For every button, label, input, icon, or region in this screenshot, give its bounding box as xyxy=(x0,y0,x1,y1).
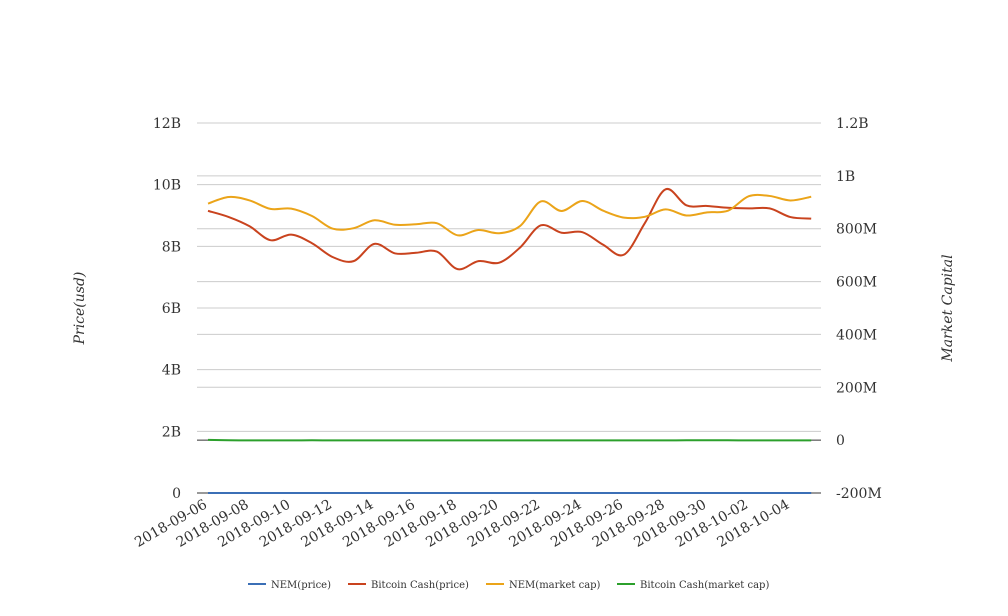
left-axis-title: Price(usd) xyxy=(72,272,88,346)
left-tick-label: 2B xyxy=(162,424,181,440)
left-tick-label: 12B xyxy=(153,116,181,132)
right-tick-label: 1B xyxy=(836,169,855,185)
legend-label-nem-market-cap: NEM(market cap) xyxy=(509,580,601,591)
right-axis-ticks: -200M 0 200M 400M 600M 800M 1B 1.2B xyxy=(836,116,882,502)
series-line-bitcoin-cash-price xyxy=(207,188,812,271)
right-tick-label: 200M xyxy=(836,380,877,396)
series-line-bitcoin-cash-market-cap xyxy=(207,438,812,442)
series-lines xyxy=(207,188,812,495)
right-axis-title: Market Capital xyxy=(940,254,956,362)
left-tick-label: 6B xyxy=(162,301,181,317)
right-tick-label: 400M xyxy=(836,327,877,343)
left-tick-label: 0 xyxy=(172,486,181,502)
series-line-nem-market-cap xyxy=(207,193,812,237)
right-tick-label: 0 xyxy=(836,433,845,449)
right-tick-label: -200M xyxy=(836,486,882,502)
left-tick-label: 10B xyxy=(153,178,181,194)
right-tick-label: 1.2B xyxy=(836,116,869,132)
left-axis-ticks: 0 2B 4B 6B 8B 10B 12B xyxy=(153,116,181,502)
legend-label-nem-price: NEM(price) xyxy=(271,580,331,591)
right-tick-label: 600M xyxy=(836,275,877,291)
left-tick-label: 4B xyxy=(162,363,181,379)
left-tick-label: 8B xyxy=(162,239,181,255)
right-tick-label: 800M xyxy=(836,222,877,238)
legend-label-bitcoin-cash-market-cap: Bitcoin Cash(market cap) xyxy=(640,580,769,591)
legend: NEM(price) Bitcoin Cash(price) NEM(market … xyxy=(248,580,769,591)
x-axis-ticks: 2018-09-062018-09-082018-09-102018-09-12… xyxy=(132,497,792,551)
left-gridlines xyxy=(197,122,821,494)
legend-label-bitcoin-cash-price: Bitcoin Cash(price) xyxy=(371,580,469,591)
